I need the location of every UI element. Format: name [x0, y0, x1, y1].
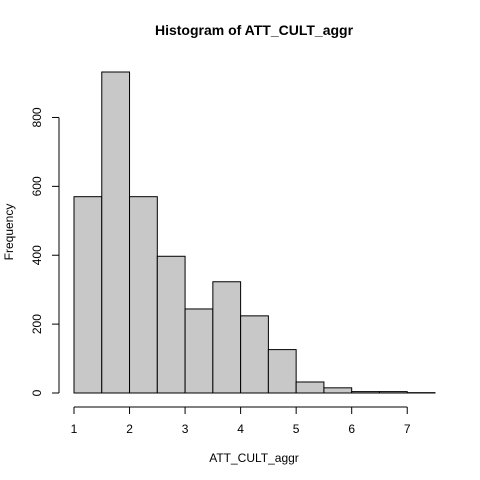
y-tick-label: 600	[30, 176, 44, 196]
x-tick-label: 6	[348, 422, 355, 436]
x-tick-label: 5	[293, 422, 300, 436]
histogram-bar	[101, 71, 131, 394]
histogram-bar	[240, 315, 269, 394]
histogram-bar	[295, 381, 325, 394]
histogram-bar	[212, 281, 242, 394]
y-axis-label: Frequency	[2, 204, 16, 261]
y-tick-label: 0	[30, 389, 44, 396]
histogram-bar	[267, 349, 297, 394]
y-tick-label: 800	[30, 107, 44, 127]
histogram-bar	[351, 391, 380, 394]
histogram-bar	[323, 387, 353, 394]
x-axis: 1 2 3 4 5 6 7	[71, 406, 411, 436]
bars-group	[73, 71, 436, 394]
y-axis: 0 200 400 600 800	[30, 107, 60, 396]
y-tick-label: 400	[30, 245, 44, 265]
histogram-bar	[184, 308, 214, 394]
x-axis-label: ATT_CULT_aggr	[209, 451, 299, 465]
histogram-bar	[378, 391, 408, 394]
x-tick-label: 3	[182, 422, 189, 436]
chart-title: Histogram of ATT_CULT_aggr	[155, 22, 354, 38]
histogram-bar	[129, 196, 158, 394]
histogram-bar	[156, 255, 186, 394]
x-tick-label: 1	[71, 422, 78, 436]
histogram-bar	[73, 196, 103, 394]
x-tick-label: 2	[126, 422, 133, 436]
y-tick-label: 200	[30, 314, 44, 334]
x-tick-label: 7	[404, 422, 411, 436]
x-tick-label: 4	[237, 422, 244, 436]
